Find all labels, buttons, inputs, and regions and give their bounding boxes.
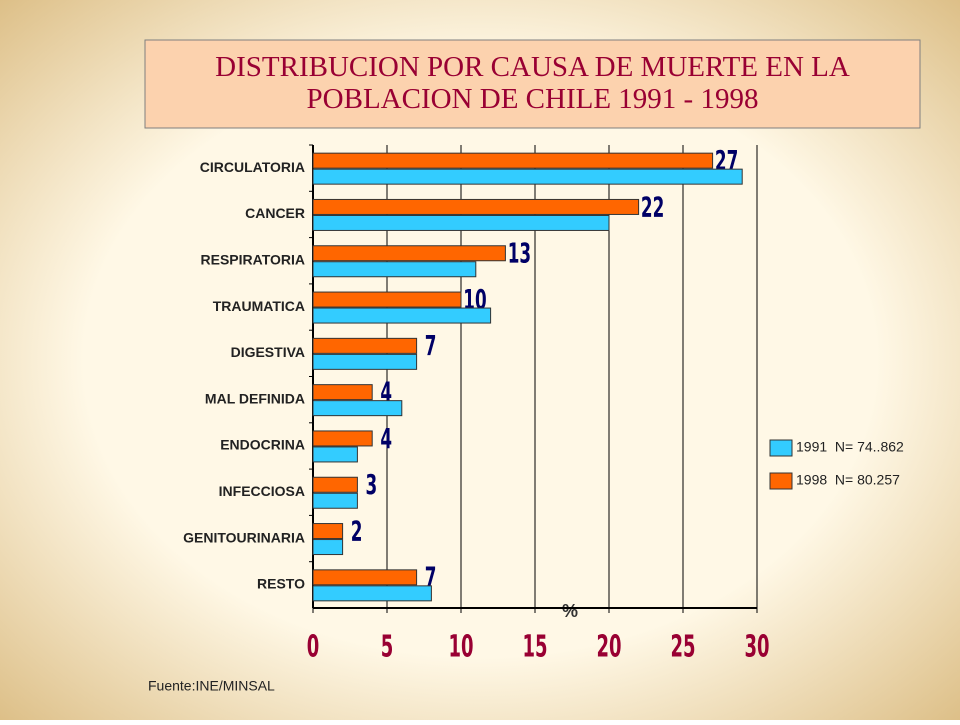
bar <box>312 168 743 185</box>
value-label: 22 <box>641 192 664 224</box>
x-tick-label: 20 <box>596 629 621 664</box>
value-label: 3 <box>366 470 378 502</box>
bar <box>312 384 373 401</box>
bar <box>312 214 610 231</box>
y-tick-label: GENITOURINARIA <box>183 529 305 545</box>
bar <box>312 307 492 324</box>
legend-swatch <box>769 439 793 457</box>
bar <box>312 430 373 447</box>
bar <box>312 245 506 262</box>
legend-label: 1998 N= 80.257 <box>796 472 900 488</box>
y-tick-label: RESPIRATORIA <box>201 251 306 267</box>
x-tick-label: 10 <box>448 629 473 664</box>
bar <box>312 261 477 278</box>
bar <box>312 446 358 463</box>
bar <box>312 539 344 556</box>
source: Fuente:INE/MINSAL <box>148 678 275 694</box>
title-box <box>144 39 921 129</box>
x-tick-label: 15 <box>522 629 547 664</box>
value-label: 7 <box>425 562 437 594</box>
bar <box>312 476 358 493</box>
y-tick-label: CIRCULATORIA <box>200 159 305 175</box>
x-tick-label: 25 <box>670 629 695 664</box>
title-wrap: DISTRIBUCION POR CAUSA DE MUERTE EN LA P… <box>215 51 850 115</box>
value-label: 2 <box>351 516 363 548</box>
value-label: 7 <box>425 331 437 363</box>
value-label: 4 <box>380 424 392 456</box>
y-tick-label: TRAUMATICA <box>213 298 305 314</box>
y-tick-label: DIGESTIVA <box>231 344 305 360</box>
x-tick-label: 5 <box>381 629 394 664</box>
bar <box>312 353 418 370</box>
x-tick-label: 0 <box>307 629 320 664</box>
y-tick-label: RESTO <box>257 576 305 592</box>
y-tick-label: ENDOCRINA <box>220 437 305 453</box>
bar <box>312 569 418 586</box>
legend-label: 1991 N= 74..862 <box>796 439 904 455</box>
value-label: 13 <box>508 238 531 270</box>
bar <box>312 400 403 417</box>
bar <box>312 198 640 215</box>
bar <box>312 523 344 540</box>
bar <box>312 337 418 354</box>
y-tick-label: INFECCIOSA <box>219 483 305 499</box>
bar <box>312 492 358 509</box>
x-axis-label: % <box>562 601 578 621</box>
bar <box>312 152 714 169</box>
y-tick-label: MAL DEFINIDA <box>205 390 305 406</box>
x-tick-label: 30 <box>744 629 769 664</box>
y-tick-label: CANCER <box>245 205 305 221</box>
chart-title: DISTRIBUCION POR CAUSA DE MUERTE EN LA P… <box>215 51 850 115</box>
value-label: 4 <box>380 377 392 409</box>
bar <box>312 585 432 602</box>
legend-swatch <box>769 472 793 490</box>
bar <box>312 291 462 308</box>
